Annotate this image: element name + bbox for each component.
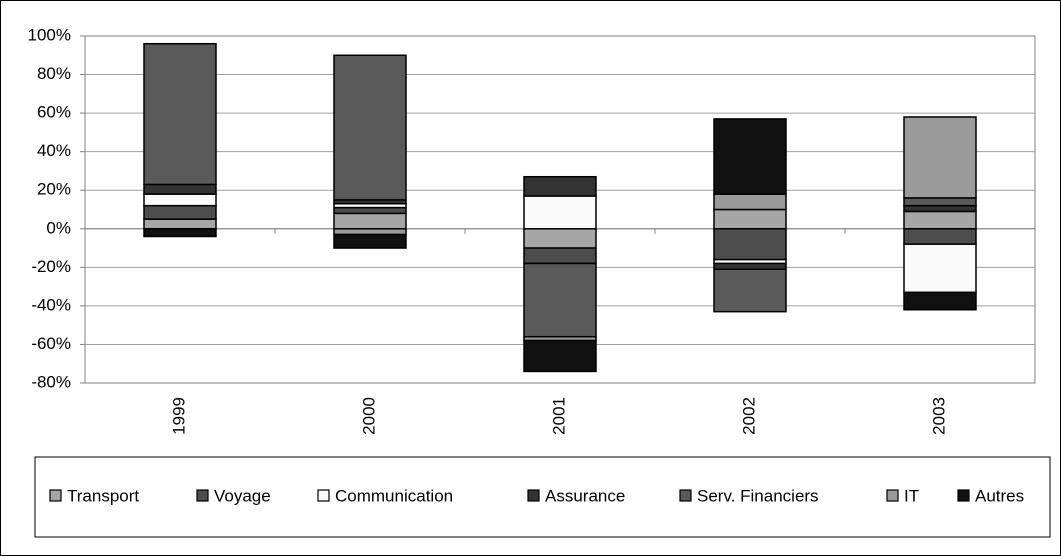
bar-segment [333,206,407,215]
y-tick-label: 60% [37,103,71,122]
legend-label: Transport [67,486,139,505]
bar-segment [523,175,597,197]
y-tick-label: -60% [31,334,71,353]
bar-segment [143,193,217,207]
bar-segment [143,218,217,230]
legend-label: Communication [335,486,453,505]
legend-swatch [679,489,692,502]
bar-segment [713,193,787,211]
legend-label: Serv. Financiers [697,486,819,505]
bar-segment [523,339,597,373]
bar-segment [903,243,977,294]
bar-segment [713,262,787,271]
y-tick-label: 80% [37,64,71,83]
bar-segment [143,42,217,186]
bar-segment [903,204,977,213]
y-tick-label: -80% [31,372,71,391]
bar-segment [523,262,597,338]
legend-swatch [886,489,899,502]
bar-segment [903,228,977,245]
legend-label: Autres [975,486,1024,505]
x-tick-label: 2001 [549,397,568,435]
y-tick-label: 100% [28,25,71,44]
x-tick-label: 2003 [929,397,948,435]
y-tick-label: 0% [46,218,71,237]
x-tick-label: 1999 [169,397,188,435]
legend-swatch [957,489,970,502]
bar-segment [903,197,977,207]
legend-label: IT [904,486,919,505]
bar-segment [903,116,977,199]
legend-swatch [196,489,209,502]
bar-segment [333,233,407,249]
y-tick-label: 20% [37,180,71,199]
bar-segment [333,54,407,201]
y-tick-label: 40% [37,141,71,160]
bar-segment [333,228,407,236]
legend-label: Voyage [214,486,271,505]
bar-segment [523,195,597,230]
y-tick-label: -20% [31,257,71,276]
x-tick-label: 2000 [359,397,378,435]
legend-swatch [49,489,62,502]
y-tick-label: -40% [31,295,71,314]
bar-segment [143,204,217,220]
bar-segment [143,183,217,195]
bar-segment [903,291,977,311]
x-tick-label: 2002 [739,397,758,435]
bar-segment [333,212,407,230]
legend-swatch [317,489,330,502]
bar-segment [903,210,977,230]
legend-swatch [527,489,540,502]
bar-segment [713,208,787,230]
bar-segment [143,228,217,238]
bar-segment [713,268,787,313]
bar-segment [523,228,597,249]
bar-segment [523,247,597,265]
bar-segment [713,118,787,195]
legend-label: Assurance [545,486,625,505]
bar-segment [713,228,787,261]
